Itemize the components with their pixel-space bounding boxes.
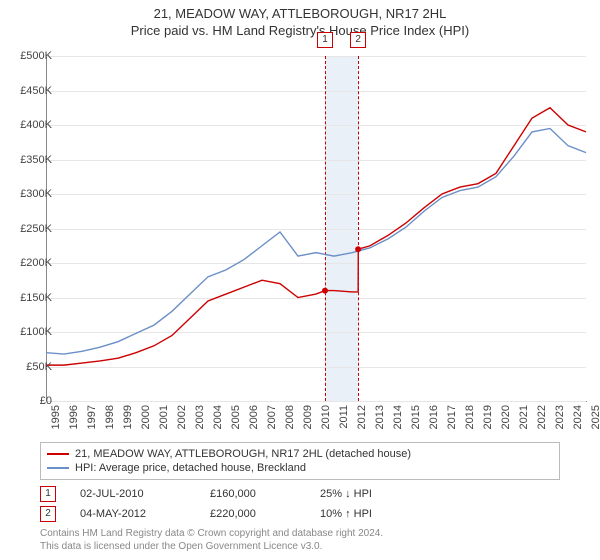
sales-marker: 2 <box>40 506 56 522</box>
x-tick-label: 2010 <box>320 405 332 429</box>
x-tick-label: 2021 <box>518 405 530 429</box>
legend-swatch <box>47 467 69 469</box>
y-tick-label: £500K <box>8 50 52 62</box>
sales-price: £160,000 <box>210 488 320 500</box>
footnote-line1: Contains HM Land Registry data © Crown c… <box>40 528 383 539</box>
chart-subtitle: Price paid vs. HM Land Registry's House … <box>0 21 600 38</box>
x-tick-label: 2015 <box>410 405 422 429</box>
legend-swatch <box>47 453 69 455</box>
x-tick-label: 1997 <box>86 405 98 429</box>
sales-delta: 10% ↑ HPI <box>320 508 430 520</box>
x-tick-label: 2017 <box>446 405 458 429</box>
sale-point <box>322 288 328 294</box>
y-tick-label: £250K <box>8 223 52 235</box>
y-tick-label: £50K <box>8 361 52 373</box>
x-tick-label: 2002 <box>176 405 188 429</box>
chart-container: 21, MEADOW WAY, ATTLEBOROUGH, NR17 2HL P… <box>0 0 600 560</box>
x-tick-label: 2019 <box>482 405 494 429</box>
x-tick-label: 1999 <box>122 405 134 429</box>
sale-point <box>355 246 361 252</box>
x-tick-label: 2020 <box>500 405 512 429</box>
x-tick-label: 2025 <box>590 405 600 429</box>
chart-marker: 1 <box>317 32 333 48</box>
sales-date: 04-MAY-2012 <box>80 508 210 520</box>
x-tick-label: 2012 <box>356 405 368 429</box>
x-tick-label: 2001 <box>158 405 170 429</box>
legend-row: 21, MEADOW WAY, ATTLEBOROUGH, NR17 2HL (… <box>47 447 553 461</box>
series-lines <box>46 56 586 401</box>
x-tick-label: 2000 <box>140 405 152 429</box>
sales-date: 02-JUL-2010 <box>80 488 210 500</box>
sales-row: 2 04-MAY-2012£220,00010% ↑ HPI <box>40 504 560 524</box>
x-tick-label: 2024 <box>572 405 584 429</box>
footnote: Contains HM Land Registry data © Crown c… <box>40 528 580 553</box>
series-hpi <box>46 128 586 354</box>
sales-row: 1 02-JUL-2010£160,00025% ↓ HPI <box>40 484 560 504</box>
legend-label: HPI: Average price, detached house, Brec… <box>75 462 306 474</box>
x-tick-label: 2018 <box>464 405 476 429</box>
chart-title: 21, MEADOW WAY, ATTLEBOROUGH, NR17 2HL <box>0 0 600 21</box>
legend-label: 21, MEADOW WAY, ATTLEBOROUGH, NR17 2HL (… <box>75 448 411 460</box>
x-tick-label: 2003 <box>194 405 206 429</box>
x-tick-label: 2023 <box>554 405 566 429</box>
y-tick-label: £200K <box>8 257 52 269</box>
x-tick-label: 2007 <box>266 405 278 429</box>
y-tick-label: £350K <box>8 154 52 166</box>
x-tick-label: 2008 <box>284 405 296 429</box>
x-tick-label: 1995 <box>50 405 62 429</box>
x-tick-label: 2005 <box>230 405 242 429</box>
x-tick-label: 2016 <box>428 405 440 429</box>
x-tick-label: 2014 <box>392 405 404 429</box>
chart-area: 12 <box>46 56 586 401</box>
x-tick-label: 2006 <box>248 405 260 429</box>
sales-marker: 1 <box>40 486 56 502</box>
y-tick-label: £300K <box>8 188 52 200</box>
x-tick-label: 2011 <box>338 405 350 429</box>
sales-delta: 25% ↓ HPI <box>320 488 430 500</box>
y-tick-label: £150K <box>8 292 52 304</box>
x-tick-label: 2022 <box>536 405 548 429</box>
x-tick-label: 2004 <box>212 405 224 429</box>
y-tick-label: £0 <box>8 395 52 407</box>
chart-marker: 2 <box>350 32 366 48</box>
sales-table: 1 02-JUL-2010£160,00025% ↓ HPI 2 04-MAY-201… <box>40 484 560 524</box>
legend-row: HPI: Average price, detached house, Brec… <box>47 461 553 475</box>
x-tick-label: 1998 <box>104 405 116 429</box>
series-price_paid <box>46 108 586 365</box>
sales-price: £220,000 <box>210 508 320 520</box>
y-tick-label: £100K <box>8 326 52 338</box>
x-tick-label: 2009 <box>302 405 314 429</box>
x-tick-label: 1996 <box>68 405 80 429</box>
legend: 21, MEADOW WAY, ATTLEBOROUGH, NR17 2HL (… <box>40 442 560 480</box>
x-tick-label: 2013 <box>374 405 386 429</box>
footnote-line2: This data is licensed under the Open Gov… <box>40 541 322 552</box>
y-tick-label: £450K <box>8 85 52 97</box>
y-tick-label: £400K <box>8 119 52 131</box>
